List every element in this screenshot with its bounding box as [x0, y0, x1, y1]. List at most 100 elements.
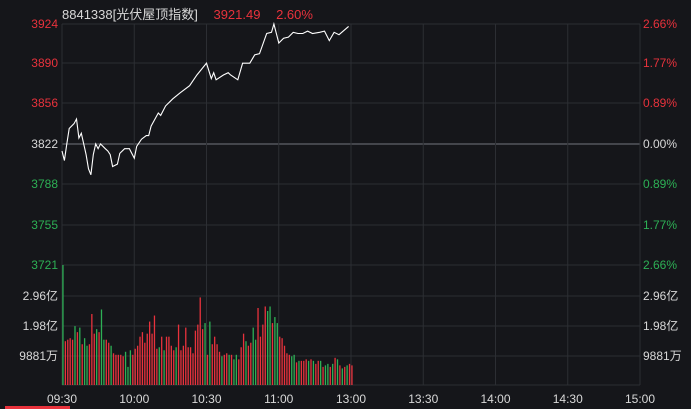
volume-bar: [254, 339, 257, 385]
index-symbol: 8841338[光伏屋顶指数]: [62, 7, 198, 22]
x-tick-label: 09:30: [47, 392, 77, 406]
volume-bar: [327, 363, 329, 385]
chart-header: 8841338[光伏屋顶指数] 3921.49 2.60%: [62, 4, 325, 23]
volume-bar: [322, 366, 324, 385]
price-tick-label: 3788: [31, 177, 58, 191]
volume-bar: [228, 354, 230, 385]
pct-tick-label: 2.66%: [643, 17, 677, 31]
volume-bar: [295, 362, 298, 385]
volume-bar: [146, 333, 148, 385]
volume-bar: [264, 306, 266, 385]
volume-bar: [324, 365, 327, 385]
index-change-pct: 2.60%: [276, 7, 313, 22]
x-tick-label: 10:00: [119, 392, 149, 406]
volume-bar: [339, 365, 341, 385]
volume-bar: [127, 366, 129, 385]
x-tick-label: 13:30: [408, 392, 438, 406]
volume-bar: [291, 356, 293, 385]
volume-bar: [71, 339, 74, 385]
x-tick-label: 13:00: [336, 392, 366, 406]
volume-bar: [180, 350, 182, 385]
volume-bar: [288, 354, 290, 385]
volume-bar: [161, 336, 163, 385]
volume-bar: [81, 344, 83, 385]
volume-bar: [336, 359, 339, 385]
volume-bar: [175, 347, 177, 385]
volume-bar: [156, 348, 158, 385]
price-tick-label: 3822: [31, 137, 58, 151]
volume-bar: [298, 360, 300, 385]
volume-bar: [242, 333, 245, 385]
volume-bar: [279, 336, 281, 385]
volume-bar: [307, 360, 310, 385]
volume-bar: [165, 336, 168, 385]
volume-bar: [105, 339, 107, 385]
volume-bar: [293, 354, 295, 385]
volume-bar: [351, 365, 353, 385]
price-tick-label: 3890: [31, 56, 58, 70]
volume-bar: [98, 332, 100, 385]
volume-bar: [117, 354, 119, 385]
volume-bar: [348, 363, 351, 385]
volume-bar: [144, 342, 146, 385]
volume-bar: [74, 326, 76, 385]
volume-bar: [312, 360, 315, 385]
volume-bar: [151, 333, 153, 385]
volume-bar: [182, 345, 185, 385]
volume-bar: [214, 336, 216, 385]
pct-tick-label: 0.89%: [643, 96, 677, 110]
volume-bar: [334, 357, 336, 385]
volume-bar: [112, 353, 115, 385]
pct-tick-label: 1.77%: [643, 218, 677, 232]
volume-bar: [64, 341, 67, 385]
volume-bar: [189, 347, 192, 385]
volume-bar: [62, 265, 64, 385]
volume-bar: [136, 345, 139, 385]
price-line: [61, 21, 349, 176]
volume-bar: [274, 317, 276, 385]
volume-bar: [141, 332, 144, 385]
volume-tick-label-right: 2.96亿: [643, 288, 678, 303]
volume-bar: [317, 360, 319, 385]
volume-bar: [305, 359, 307, 385]
volume-bar: [88, 344, 91, 385]
volume-bar: [197, 324, 199, 385]
volume-bar: [235, 354, 237, 385]
volume-bar: [173, 350, 175, 385]
x-tick-label: 14:30: [553, 392, 583, 406]
volume-bar: [83, 338, 86, 385]
x-tick-label: 11:00: [264, 392, 293, 406]
volume-bar: [115, 354, 117, 385]
volume-bar: [271, 323, 274, 385]
volume-bar: [252, 327, 254, 385]
volume-bar: [218, 351, 221, 385]
volume-bar: [120, 354, 122, 385]
volume-bar: [209, 321, 211, 385]
volume-bar: [257, 307, 259, 385]
volume-bar: [163, 350, 165, 385]
volume-tick-label: 1.98亿: [23, 318, 58, 333]
volume-bar: [329, 366, 331, 385]
volume-bar: [223, 354, 225, 385]
volume-bar: [96, 329, 98, 385]
volume-bar: [192, 353, 194, 385]
volume-bar: [100, 309, 103, 385]
volume-bar: [310, 359, 312, 385]
volume-bar: [158, 347, 160, 385]
volume-bar: [250, 342, 252, 385]
volume-bar: [67, 339, 69, 385]
volume-bar: [230, 354, 233, 385]
volume-bar: [93, 333, 95, 385]
price-tick-label: 3856: [31, 96, 58, 110]
volume-bar: [286, 353, 288, 385]
volume-bar: [110, 345, 112, 385]
volume-tick-label: 2.96亿: [23, 288, 58, 303]
pct-tick-label: 0.89%: [643, 177, 677, 191]
volume-bar: [79, 327, 81, 385]
price-tick-label: 3721: [31, 258, 58, 272]
volume-tick-label-right: 1.98亿: [643, 318, 678, 333]
volume-bar: [315, 363, 317, 385]
volume-bar: [139, 336, 141, 385]
